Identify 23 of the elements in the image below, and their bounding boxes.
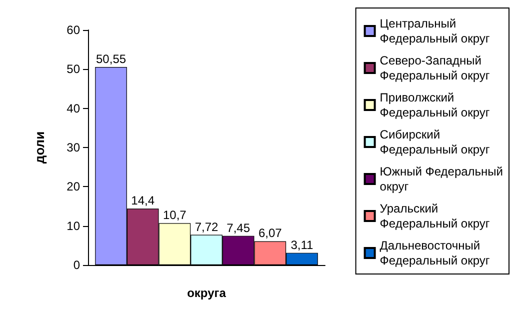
- data-label: 7,72: [194, 220, 218, 234]
- legend-label: Приволжский Федеральный округ: [380, 90, 490, 120]
- y-axis-title: доли: [32, 131, 47, 164]
- legend-label: Сибирский Федеральный округ: [380, 128, 490, 156]
- y-tick-label: 40: [66, 101, 80, 116]
- legend-label: Уральский Федеральный округ: [380, 202, 490, 230]
- legend-label: Северо-Западный Федеральный округ: [380, 54, 490, 82]
- y-tick-label: 50: [66, 62, 80, 76]
- y-tick-label: 30: [66, 140, 80, 154]
- legend-label: Южный Федеральный округ: [380, 164, 504, 194]
- y-tick-label: 0: [73, 258, 80, 272]
- data-label: 10,7: [162, 208, 187, 222]
- data-label: 7,45: [226, 220, 250, 235]
- legend-label: Центральный Федеральный округ: [380, 16, 490, 46]
- data-label: 50,55: [96, 52, 126, 66]
- data-label: 6,07: [258, 226, 282, 240]
- data-label: 3,11: [290, 238, 314, 252]
- y-tick-label: 60: [66, 23, 80, 37]
- y-tick-label: 20: [66, 180, 80, 194]
- y-tick-label: 10: [66, 218, 80, 233]
- x-axis-title: округа: [187, 286, 226, 300]
- legend-label: Дальневосточный Федеральный округ: [380, 238, 490, 268]
- data-label: 14,4: [131, 194, 155, 208]
